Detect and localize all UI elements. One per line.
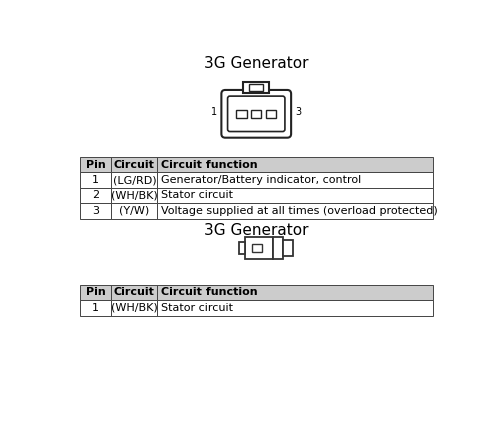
Bar: [80, 157, 112, 172]
Text: (Y/W): (Y/W): [119, 206, 150, 216]
Text: Stator circuit: Stator circuit: [161, 303, 233, 313]
Text: (LG/RD): (LG/RD): [112, 175, 156, 185]
Bar: [112, 157, 158, 172]
Bar: [158, 157, 433, 172]
Text: 3G Generator: 3G Generator: [204, 223, 308, 238]
Bar: [158, 203, 433, 219]
Text: Voltage supplied at all times (overload protected): Voltage supplied at all times (overload …: [161, 206, 438, 216]
Text: 1: 1: [212, 107, 218, 117]
Text: Pin: Pin: [86, 159, 105, 170]
Bar: [112, 203, 158, 219]
Bar: [274, 237, 283, 258]
Bar: [246, 237, 274, 258]
Bar: [158, 188, 433, 203]
Bar: [112, 172, 158, 188]
Text: 2: 2: [92, 190, 99, 200]
Text: (WH/BK): (WH/BK): [111, 303, 158, 313]
Bar: [158, 300, 433, 315]
Bar: [158, 172, 433, 188]
FancyBboxPatch shape: [228, 96, 285, 132]
Text: Circuit function: Circuit function: [161, 288, 258, 297]
Bar: [158, 285, 433, 300]
Text: 1: 1: [92, 175, 99, 185]
Bar: [80, 188, 112, 203]
Bar: [266, 110, 276, 118]
Text: Pin: Pin: [86, 288, 105, 297]
Bar: [236, 110, 246, 118]
Text: Stator circuit: Stator circuit: [161, 190, 233, 200]
Bar: [250, 84, 263, 91]
Text: 3: 3: [92, 206, 99, 216]
Bar: [80, 172, 112, 188]
Bar: [80, 203, 112, 219]
Bar: [284, 240, 292, 255]
Bar: [239, 241, 246, 254]
Text: 3: 3: [295, 107, 301, 117]
Text: 1: 1: [92, 303, 99, 313]
Text: Circuit: Circuit: [114, 288, 155, 297]
Text: (WH/BK): (WH/BK): [111, 190, 158, 200]
FancyBboxPatch shape: [222, 90, 291, 138]
Text: Circuit function: Circuit function: [161, 159, 258, 170]
Bar: [80, 285, 112, 300]
Text: Circuit: Circuit: [114, 159, 155, 170]
Bar: [112, 188, 158, 203]
Bar: [243, 82, 270, 93]
Text: 3G Generator: 3G Generator: [204, 56, 308, 71]
Bar: [252, 244, 262, 252]
Bar: [112, 300, 158, 315]
Bar: [80, 300, 112, 315]
Bar: [112, 285, 158, 300]
Text: Generator/Battery indicator, control: Generator/Battery indicator, control: [161, 175, 362, 185]
Bar: [251, 110, 262, 118]
